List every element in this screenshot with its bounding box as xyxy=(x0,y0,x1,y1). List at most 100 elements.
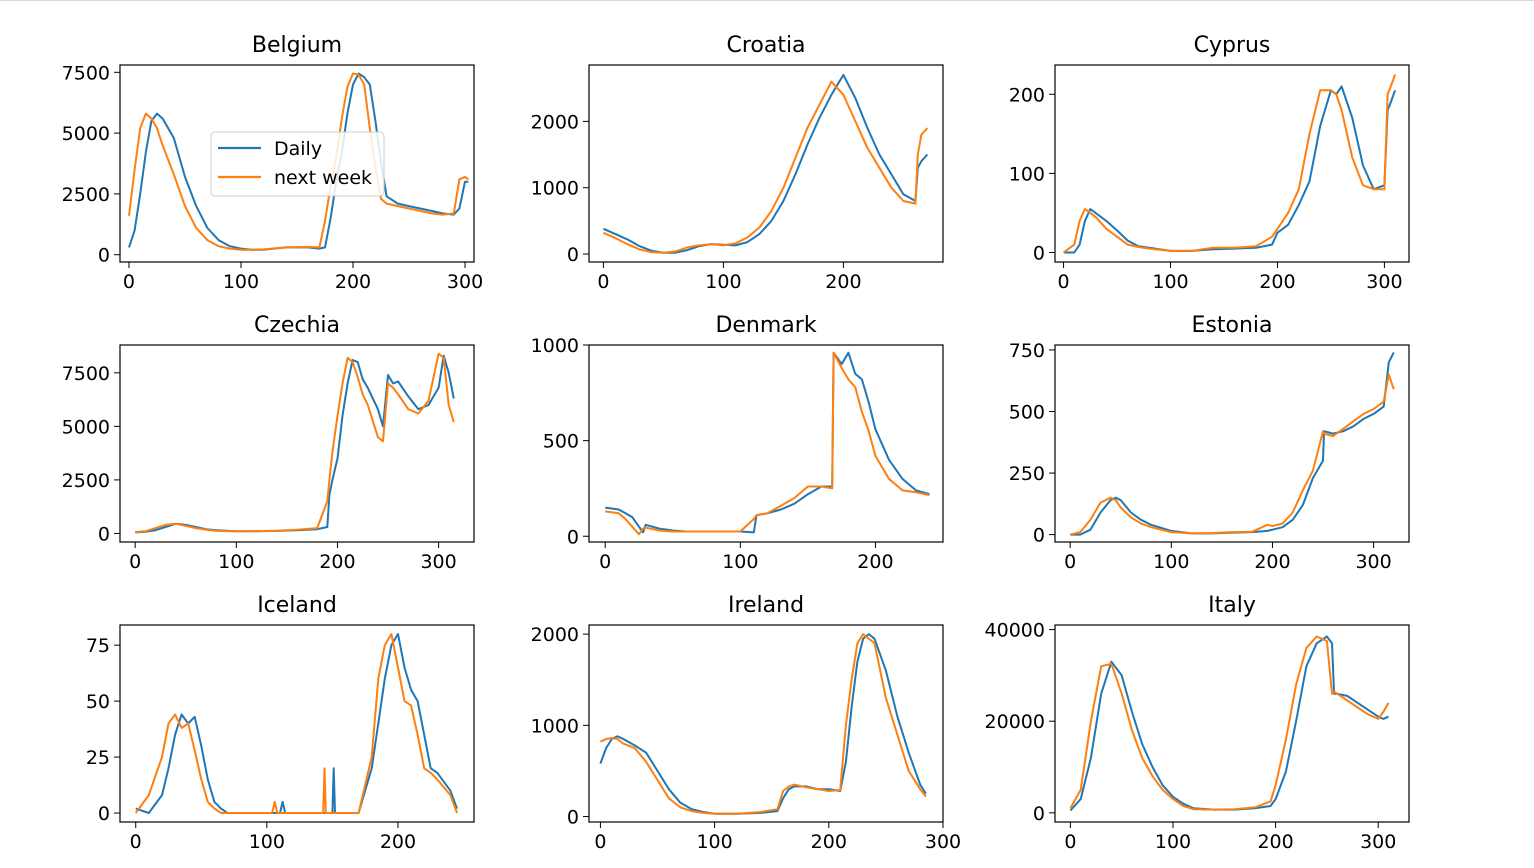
x-tick-label: 0 xyxy=(597,271,609,293)
subplot-ireland: Ireland 0 100 200 300 0 1000 2000 xyxy=(531,593,961,853)
axes-frame xyxy=(119,624,475,823)
x-tick-label: 0 xyxy=(1064,551,1076,573)
series-line-next-week xyxy=(599,633,927,815)
x-tick-label: 200 xyxy=(857,551,893,573)
y-tick-label: 1000 xyxy=(531,178,579,200)
x-tick-label: 200 xyxy=(380,831,416,853)
legend-label-daily: Daily xyxy=(274,138,322,160)
axes-frame xyxy=(588,344,944,543)
y-tick-label: 1000 xyxy=(531,335,579,357)
x-tick-label: 200 xyxy=(335,271,371,293)
x-tick-label: 200 xyxy=(825,271,861,293)
subplot-title: Denmark xyxy=(715,313,816,338)
y-tick-label: 7500 xyxy=(62,62,110,84)
series-line-next-week xyxy=(1063,74,1397,254)
legend-label-next-week: next week xyxy=(274,167,372,189)
y-tick-label: 0 xyxy=(567,244,579,266)
x-tick-label: 100 xyxy=(722,551,758,573)
series-line-daily xyxy=(1063,85,1397,254)
x-tick-label: 0 xyxy=(130,831,142,853)
subplot-italy: Italy 0 100 200 300 0 20000 40000 xyxy=(985,593,1410,853)
y-tick-label: 250 xyxy=(1009,463,1045,485)
y-tick-label: 0 xyxy=(98,523,110,545)
x-tick-label: 300 xyxy=(1360,831,1396,853)
axes-frame xyxy=(1054,624,1410,823)
series-line-next-week xyxy=(605,351,930,536)
axes-frame xyxy=(119,64,475,263)
y-tick-label: 1000 xyxy=(531,715,579,737)
series-line-daily xyxy=(135,633,458,814)
y-tick-label: 25 xyxy=(86,747,110,769)
legend: Daily next week xyxy=(210,131,385,197)
series-line-daily xyxy=(599,633,927,815)
x-tick-label: 300 xyxy=(447,271,483,293)
y-tick-label: 0 xyxy=(98,245,110,267)
x-tick-label: 0 xyxy=(1058,271,1070,293)
series-line-daily xyxy=(1069,635,1389,812)
y-tick-label: 2000 xyxy=(531,111,579,133)
y-tick-label: 0 xyxy=(1033,803,1045,825)
x-tick-label: 0 xyxy=(1064,831,1076,853)
y-tick-label: 75 xyxy=(86,635,110,657)
x-tick-label: 200 xyxy=(811,831,847,853)
y-tick-label: 100 xyxy=(1009,163,1045,185)
subplot-title: Iceland xyxy=(257,593,337,618)
subplot-title: Estonia xyxy=(1192,313,1273,338)
subplot-denmark: Denmark 0 100 200 0 500 1000 xyxy=(531,313,944,573)
y-tick-label: 50 xyxy=(86,691,110,713)
x-tick-label: 300 xyxy=(420,551,456,573)
series-line-next-week xyxy=(134,633,458,814)
subplot-title: Ireland xyxy=(728,593,804,618)
series-line-daily xyxy=(135,354,455,534)
series-line-next-week xyxy=(602,80,929,254)
series-line-daily xyxy=(128,72,469,251)
y-tick-label: 2500 xyxy=(62,470,110,492)
y-tick-label: 0 xyxy=(567,526,579,548)
x-tick-label: 0 xyxy=(129,551,141,573)
series-line-daily xyxy=(605,351,930,534)
x-tick-label: 0 xyxy=(599,551,611,573)
x-tick-label: 200 xyxy=(1254,551,1290,573)
subplot-belgium: Belgium 0 100 200 300 0 2500 5000 7500 Daily next … xyxy=(62,33,484,293)
subplot-title: Czechia xyxy=(254,313,340,338)
top-divider xyxy=(0,0,1534,1)
x-tick-label: 100 xyxy=(696,831,732,853)
subplot-czechia: Czechia 0 100 200 300 0 2500 5000 7500 xyxy=(62,313,475,573)
subplot-title: Italy xyxy=(1208,593,1256,618)
x-tick-label: 100 xyxy=(218,551,254,573)
series-line-next-week xyxy=(135,352,455,534)
y-tick-label: 500 xyxy=(1009,401,1045,423)
x-tick-label: 0 xyxy=(594,831,606,853)
x-tick-label: 100 xyxy=(705,271,741,293)
y-tick-label: 2500 xyxy=(62,184,110,206)
x-tick-label: 100 xyxy=(1153,551,1189,573)
subplot-title: Cyprus xyxy=(1194,33,1271,58)
subplot-title: Croatia xyxy=(726,33,805,58)
series-line-daily xyxy=(602,73,929,254)
series-line-next-week xyxy=(128,72,469,251)
x-tick-label: 100 xyxy=(1155,831,1191,853)
y-tick-label: 750 xyxy=(1009,340,1045,362)
y-tick-label: 0 xyxy=(567,807,579,829)
y-tick-label: 5000 xyxy=(62,123,110,145)
y-tick-label: 0 xyxy=(98,803,110,825)
x-tick-label: 200 xyxy=(1257,831,1293,853)
subplot-title: Belgium xyxy=(252,33,342,58)
y-tick-label: 5000 xyxy=(62,416,110,438)
series-line-next-week xyxy=(1069,635,1390,811)
y-tick-label: 500 xyxy=(543,431,579,453)
y-tick-label: 200 xyxy=(1009,84,1045,106)
x-tick-label: 200 xyxy=(319,551,355,573)
y-tick-label: 2000 xyxy=(531,624,579,646)
y-tick-label: 40000 xyxy=(985,620,1045,642)
x-tick-label: 100 xyxy=(223,271,259,293)
y-tick-label: 0 xyxy=(1033,525,1045,547)
axes-frame xyxy=(588,624,944,823)
subplot-cyprus: Cyprus 0 100 200 300 0 100 200 xyxy=(1009,33,1410,293)
axes-frame xyxy=(1054,344,1410,543)
axes-frame xyxy=(1054,64,1410,263)
series-line-next-week xyxy=(1069,373,1395,536)
y-tick-label: 20000 xyxy=(985,711,1045,733)
